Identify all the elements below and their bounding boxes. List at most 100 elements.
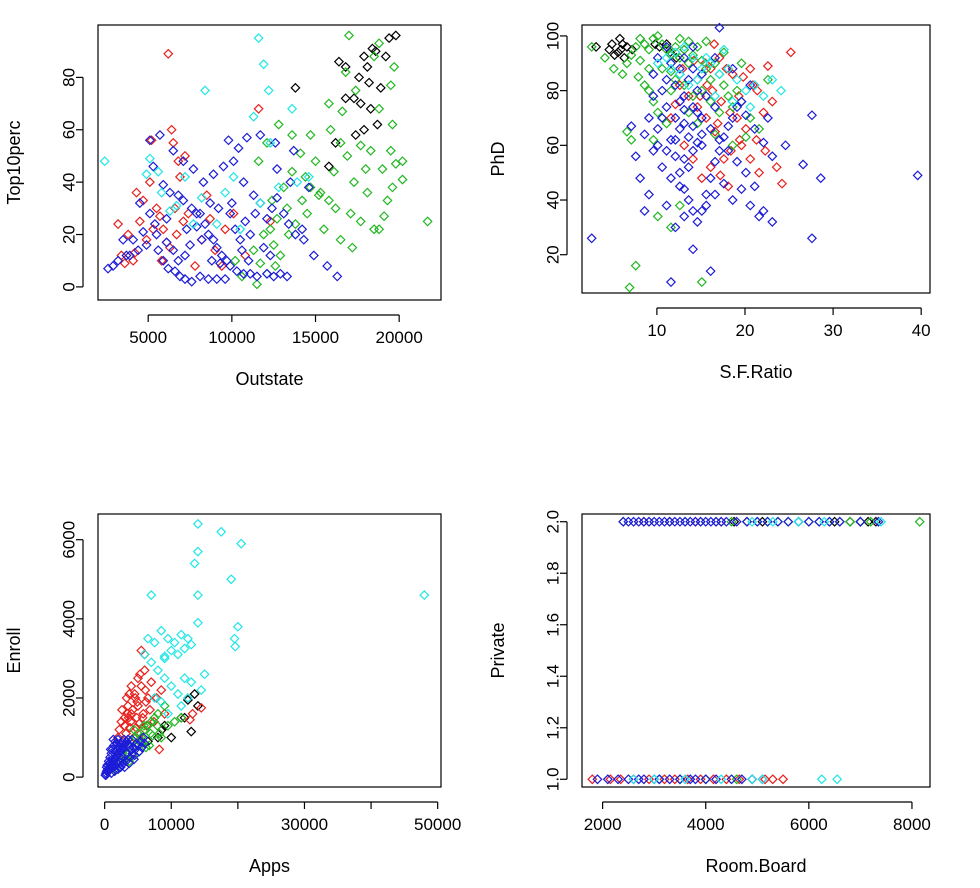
data-point-blue: [643, 189, 655, 200]
data-point-red: [725, 145, 736, 156]
data-point-red: [119, 712, 130, 723]
y-tick-label: 40: [544, 191, 563, 210]
y-tick-label: 80: [60, 68, 79, 87]
data-point-blue: [692, 137, 703, 148]
data-point-red: [776, 178, 788, 189]
data-point-blue: [793, 516, 804, 527]
data-point-green: [783, 516, 794, 527]
data-point-red: [664, 516, 675, 527]
data-point-blue: [685, 516, 696, 527]
data-point-red: [643, 774, 655, 785]
data-point-cyan: [665, 63, 677, 74]
data-point-blue: [687, 205, 699, 217]
data-point-blue: [626, 121, 637, 132]
data-point-green: [617, 69, 628, 80]
data-point-blue: [635, 173, 646, 184]
data-point-blue: [873, 516, 884, 527]
data-point-blue: [271, 163, 283, 175]
data-point-red: [734, 774, 745, 785]
y-axis-title: Enroll: [4, 627, 24, 673]
data-point-red: [778, 774, 789, 785]
data-point-blue: [258, 242, 269, 253]
data-point-red: [161, 237, 172, 248]
data-point-blue: [251, 271, 262, 282]
data-point-green: [258, 229, 269, 240]
y-tick-label: 80: [544, 81, 563, 100]
data-point-blue: [151, 229, 162, 240]
data-point-red: [169, 203, 181, 214]
data-point-blue: [670, 80, 681, 91]
data-point-red: [751, 134, 762, 145]
data-point-cyan: [652, 58, 663, 69]
data-point-blue: [208, 234, 219, 245]
data-point-blue: [669, 516, 680, 527]
data-point-green: [313, 190, 324, 201]
y-tick-label: 1.8: [544, 561, 563, 585]
data-point-green: [145, 728, 156, 739]
data-point-blue: [652, 140, 663, 151]
data-point-blue: [674, 96, 685, 107]
data-point-blue: [639, 205, 650, 217]
data-point-cyan: [679, 41, 690, 52]
x-tick-label: 0: [100, 815, 109, 834]
data-point-blue: [745, 80, 756, 91]
data-point-green: [271, 213, 283, 224]
data-point-blue: [115, 762, 126, 773]
data-point-red: [184, 714, 195, 725]
data-point-blue: [674, 181, 685, 192]
data-point-blue: [749, 181, 760, 192]
data-point-cyan: [172, 688, 183, 700]
data-point-blue: [814, 516, 825, 527]
data-point-blue: [758, 137, 769, 148]
data-point-blue: [149, 218, 160, 230]
data-point-blue: [184, 239, 196, 251]
plot-frame: [97, 513, 442, 788]
data-point-blue: [683, 194, 694, 206]
data-point-red: [228, 208, 239, 219]
data-point-blue: [679, 91, 690, 102]
data-point-blue: [752, 516, 763, 527]
data-point-green: [154, 728, 165, 739]
data-point-blue: [303, 182, 314, 193]
data-point-cyan: [144, 153, 155, 164]
data-point-green: [772, 516, 783, 527]
data-point-green: [369, 51, 380, 62]
data-point-red: [659, 774, 670, 785]
data-point-red: [709, 126, 721, 137]
x-axis-title: Apps: [249, 856, 290, 876]
data-point-green: [282, 203, 293, 214]
data-point-green: [680, 516, 691, 527]
data-point-blue: [136, 742, 148, 753]
data-point-blue: [780, 140, 791, 151]
data-point-red: [724, 107, 736, 118]
x-tick-label: 15000: [292, 328, 339, 347]
data-point-green: [149, 712, 160, 723]
data-point-green: [657, 63, 668, 74]
y-tick-label: 20: [60, 225, 79, 244]
data-point-blue: [709, 189, 721, 200]
y-tick-label: 60: [544, 136, 563, 155]
y-tick-label: 1.2: [544, 716, 563, 740]
data-point-red: [665, 112, 677, 124]
data-point-blue: [158, 179, 169, 190]
data-point-blue: [118, 734, 130, 745]
data-point-cyan: [146, 590, 157, 601]
y-tick-label: 40: [60, 173, 79, 192]
data-point-blue: [736, 184, 747, 195]
data-point-cyan: [253, 33, 264, 44]
data-point-red: [690, 516, 701, 527]
data-point-cyan: [166, 681, 177, 692]
y-axis-title: Top10perc: [4, 120, 24, 204]
data-point-red: [179, 150, 191, 162]
data-point-red: [216, 260, 227, 272]
x-tick-label: 40: [912, 321, 931, 340]
data-point-blue: [231, 266, 242, 277]
x-tick-label: 8000: [893, 815, 931, 834]
data-point-black: [323, 161, 334, 172]
data-point-red: [679, 140, 690, 151]
data-point-black: [365, 103, 376, 114]
data-point-blue: [718, 178, 729, 189]
data-point-blue: [767, 151, 778, 162]
data-point-green: [379, 211, 390, 222]
data-point-green: [350, 85, 361, 96]
